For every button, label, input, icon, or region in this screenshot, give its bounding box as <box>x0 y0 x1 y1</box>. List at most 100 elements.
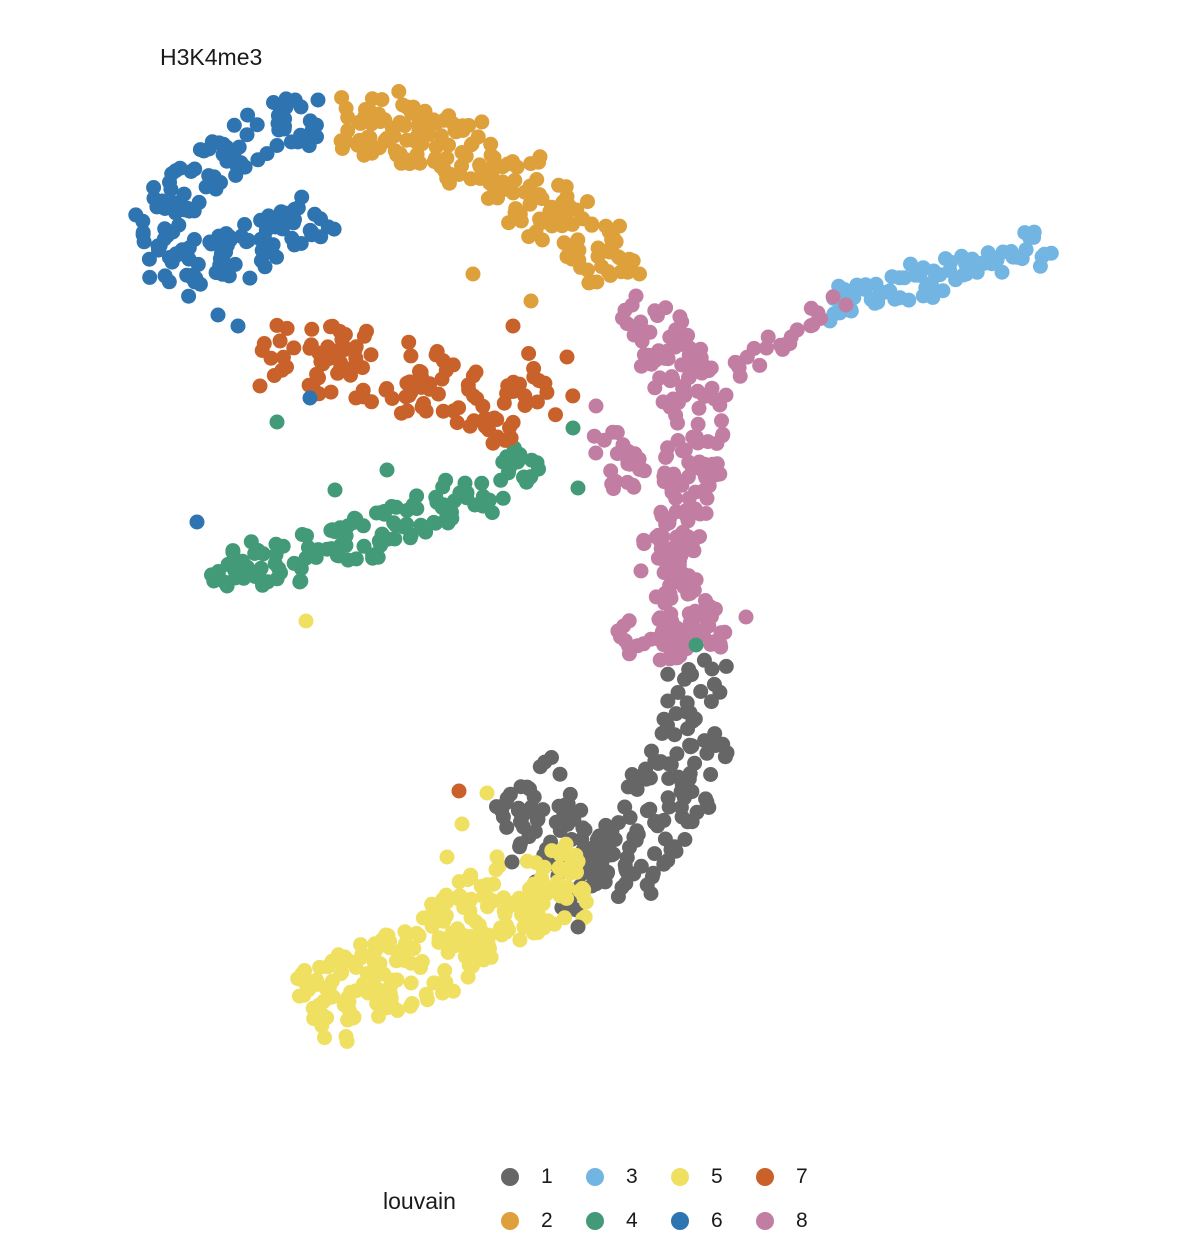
point-cluster-8 <box>687 484 703 500</box>
point-cluster-7 <box>548 407 563 423</box>
legend-label-2: 2 <box>541 1209 553 1232</box>
point-cluster-5 <box>488 862 504 878</box>
point-cluster-5 <box>437 963 453 978</box>
point-cluster-8 <box>636 636 652 652</box>
point-cluster-8 <box>678 503 694 519</box>
point-cluster-2 <box>620 264 636 280</box>
point-cluster-6 <box>172 160 188 176</box>
legend-item-4: 4 <box>586 1206 638 1236</box>
point-cluster-8 <box>805 317 821 333</box>
point-cluster-1 <box>661 756 677 772</box>
legend-item-5: 5 <box>671 1162 723 1192</box>
point-cluster-8 <box>657 350 673 366</box>
point-cluster-5 <box>348 960 364 975</box>
point-cluster-8 <box>586 428 602 444</box>
point-cluster-6 <box>212 251 228 267</box>
point-cluster-8 <box>588 398 604 414</box>
point-cluster-7 <box>505 414 521 430</box>
point-cluster-7 <box>359 323 374 339</box>
point-cluster-1 <box>647 846 663 862</box>
point-cluster-4 <box>399 516 415 532</box>
point-cluster-8 <box>685 543 701 559</box>
point-cluster-5 <box>389 972 405 988</box>
point-cluster-5 <box>360 985 376 1001</box>
legend-label-4: 4 <box>626 1209 638 1232</box>
point-cluster-1 <box>527 824 543 840</box>
legend-label-1: 1 <box>541 1165 553 1188</box>
point-cluster-8 <box>773 337 788 353</box>
point-cluster-7 <box>321 351 337 367</box>
point-cluster-8 <box>656 474 672 490</box>
point-cluster-1 <box>594 856 610 872</box>
point-cluster-6 <box>242 270 258 286</box>
point-cluster-5 <box>497 907 513 922</box>
point-cluster-1 <box>645 865 661 881</box>
point-cluster-5 <box>424 896 440 912</box>
point-cluster-7 <box>343 361 359 377</box>
point-cluster-5 <box>424 918 440 934</box>
point-cluster-2 <box>474 114 490 130</box>
legend-dot-8 <box>756 1212 774 1230</box>
point-cluster-5 <box>371 1008 386 1024</box>
point-cluster-5 <box>341 994 357 1009</box>
point-cluster-8 <box>671 557 687 573</box>
point-cluster-1 <box>684 738 700 754</box>
point-cluster-8 <box>605 424 621 440</box>
point-cluster-8 <box>658 300 674 316</box>
point-cluster-8 <box>713 625 729 641</box>
point-cluster-2 <box>532 212 548 228</box>
point-cluster-5 <box>403 975 419 991</box>
point-cluster-4 <box>402 530 418 546</box>
point-cluster-1 <box>677 671 692 687</box>
point-cluster-1 <box>502 786 518 802</box>
point-cluster-3 <box>935 283 951 299</box>
point-cluster-8 <box>838 297 854 313</box>
point-cluster-5 <box>460 969 476 985</box>
point-cluster-2 <box>521 229 537 245</box>
point-cluster-8 <box>658 516 674 532</box>
legend-label-3: 3 <box>626 1165 638 1188</box>
point-cluster-8 <box>621 613 637 629</box>
point-cluster-5 <box>418 986 434 1002</box>
point-cluster-5 <box>366 954 382 970</box>
point-cluster-1 <box>660 693 676 709</box>
point-cluster-8 <box>619 316 635 332</box>
point-cluster-1 <box>512 836 528 852</box>
point-cluster-5 <box>468 914 484 930</box>
point-cluster-4 <box>688 637 704 653</box>
point-cluster-6 <box>190 256 206 272</box>
legend-item-2: 2 <box>501 1206 553 1236</box>
point-cluster-1 <box>660 790 676 806</box>
point-cluster-6 <box>283 134 299 150</box>
point-cluster-1 <box>654 725 670 741</box>
point-cluster-1 <box>650 756 666 771</box>
point-cluster-1 <box>715 736 731 752</box>
point-cluster-6 <box>307 206 323 222</box>
point-cluster-4 <box>440 515 456 531</box>
point-cluster-6 <box>208 265 224 281</box>
point-cluster-2 <box>391 84 407 99</box>
point-cluster-5 <box>322 990 338 1006</box>
point-cluster-2 <box>580 194 595 210</box>
point-cluster-4 <box>327 482 343 498</box>
point-cluster-5 <box>444 925 460 941</box>
point-cluster-2 <box>364 91 380 107</box>
point-cluster-6 <box>239 127 255 143</box>
point-cluster-1 <box>704 661 720 677</box>
point-cluster-6 <box>179 267 195 283</box>
point-cluster-1 <box>629 826 645 842</box>
point-cluster-7 <box>500 378 516 394</box>
point-cluster-7 <box>565 388 581 404</box>
point-cluster-8 <box>729 356 745 372</box>
legend-dot-5 <box>671 1168 689 1186</box>
point-cluster-5 <box>483 949 499 965</box>
point-cluster-1 <box>639 803 655 819</box>
point-cluster-4 <box>452 486 468 502</box>
point-cluster-6 <box>253 253 269 269</box>
point-cluster-2 <box>439 170 455 186</box>
point-cluster-2 <box>513 213 529 229</box>
point-cluster-3 <box>836 282 852 297</box>
point-cluster-1 <box>607 831 623 847</box>
point-cluster-7 <box>451 783 467 799</box>
point-cluster-3 <box>1043 245 1059 261</box>
